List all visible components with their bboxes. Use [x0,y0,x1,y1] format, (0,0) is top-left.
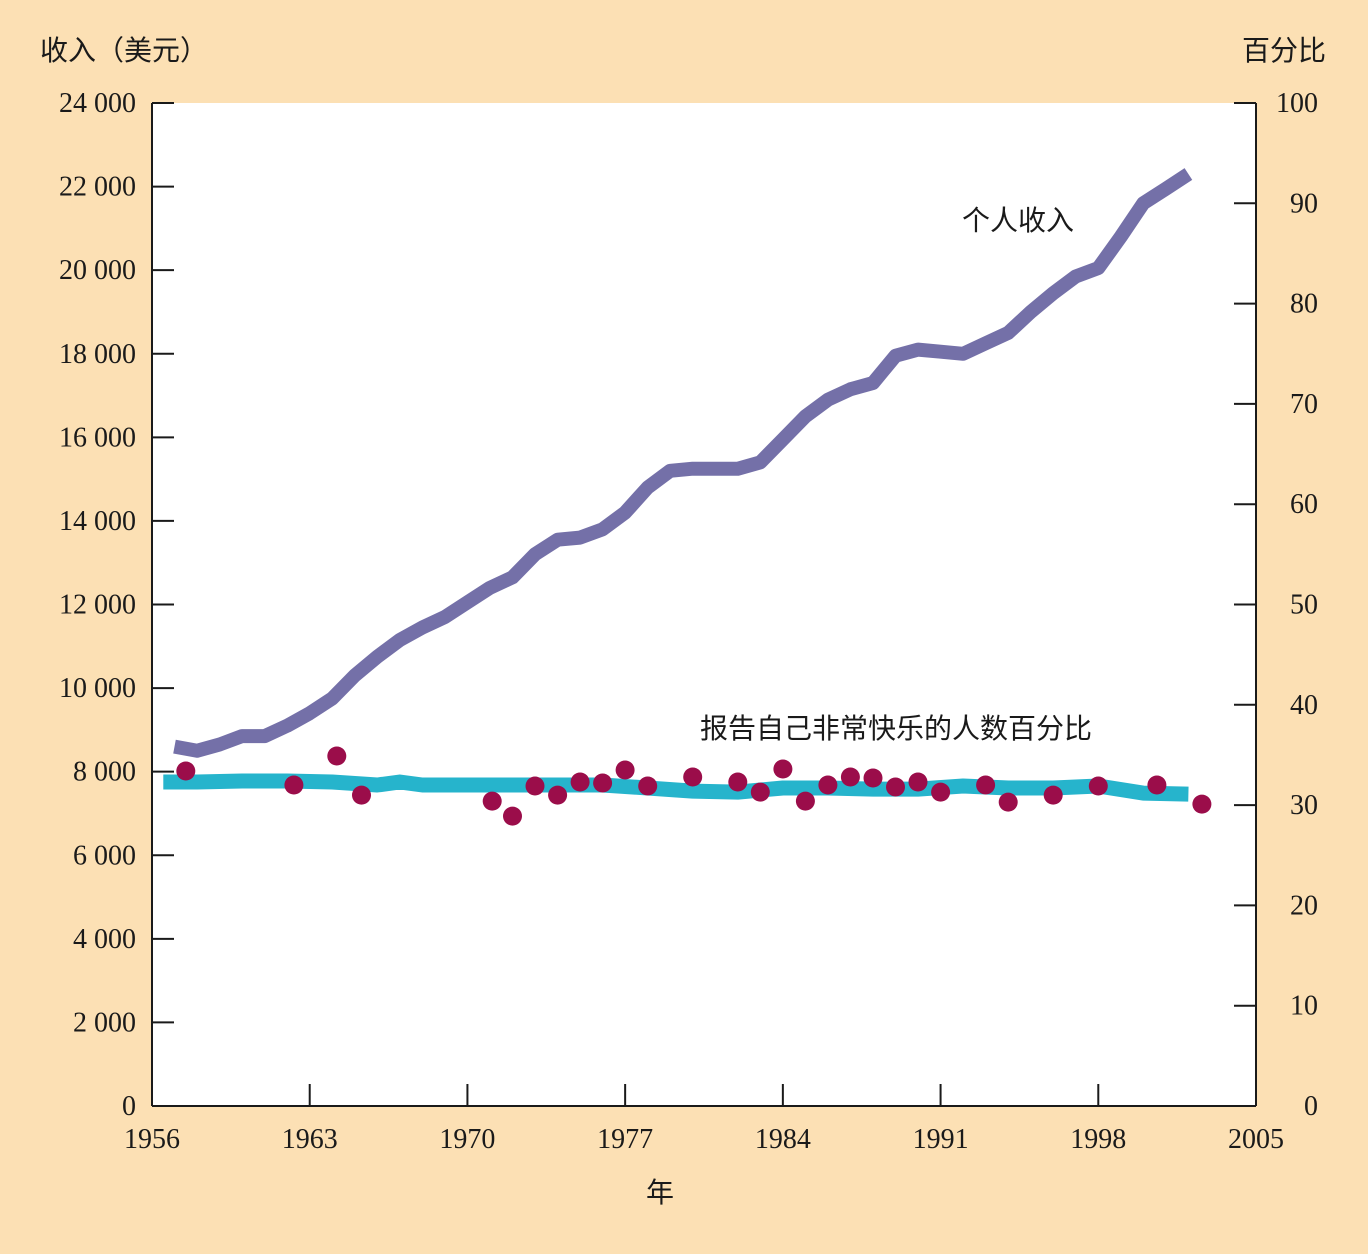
y-right-tick-label: 50 [1290,590,1318,621]
y-right-tick-label: 0 [1304,1091,1318,1122]
happiness-data-point [773,759,793,779]
happiness-data-point [1043,785,1063,805]
happiness-data-point [525,776,545,796]
happiness-data-point [1147,775,1167,795]
happiness-data-point [750,782,770,802]
y-left-axis-label: 收入（美元） [40,34,208,67]
income-line [173,168,1193,758]
x-tick-label: 1970 [439,1124,495,1155]
x-tick-label: 1977 [597,1124,653,1155]
y-left-tick-label: 14 000 [59,506,136,537]
plot-area [152,103,1256,1106]
y-left-tick-label: 0 [122,1091,136,1122]
happiness-data-point [863,768,883,788]
y-right-tick-label: 30 [1290,790,1318,821]
y-left-tick-label: 6 000 [73,840,136,871]
y-left-tick-label: 18 000 [59,339,136,370]
y-left-tick-label: 22 000 [59,172,136,203]
happiness-data-point [683,767,703,787]
happiness-data-point [548,785,568,805]
x-tick-label: 1956 [124,1124,180,1155]
happiness-data-point [976,775,996,795]
happiness-data-point [1088,776,1108,796]
happiness-data-point [327,746,347,766]
happiness-data-point [795,791,815,811]
y-left-tick-label: 2 000 [73,1007,136,1038]
y-right-tick-label: 20 [1290,890,1318,921]
happiness-data-point [931,782,951,802]
happiness-data-point [908,772,928,792]
happiness-data-point [818,775,838,795]
happiness-data-point [998,792,1018,812]
y-left-tick-label: 16 000 [59,422,136,453]
y-right-tick-label: 90 [1290,188,1318,219]
y-left-tick-label: 12 000 [59,590,136,621]
y-left-tick-label: 10 000 [59,673,136,704]
x-tick-label: 1991 [913,1124,969,1155]
y-left-tick-label: 4 000 [73,924,136,955]
x-tick-label: 1984 [755,1124,811,1155]
y-right-tick-label: 100 [1276,88,1318,119]
x-axis: 1956 1963 1970 1977 1984 1991 1998 2005 [124,1084,1284,1155]
x-axis-label: 年 [646,1176,674,1209]
y-left-tick-label: 8 000 [73,757,136,788]
y-left-tick-label: 24 000 [59,88,136,119]
happiness-data-point [886,777,905,797]
happiness-data-point [1192,794,1212,814]
happiness-data-point [176,761,196,781]
income-series-annotation: 个人收入 [962,204,1074,237]
y-right-tick-label: 60 [1290,489,1318,520]
series-layer [163,168,1212,826]
x-tick-label: 2005 [1228,1124,1284,1155]
happiness-data-point [482,791,502,811]
happiness-data-point [728,772,748,792]
y-axis-right: 0 10 20 30 40 50 60 70 80 90 100 [1234,88,1318,1122]
x-tick-label: 1998 [1070,1124,1126,1155]
y-left-tick-label: 20 000 [59,255,136,286]
happiness-data-point [615,760,635,780]
y-right-tick-label: 80 [1290,289,1318,320]
y-right-tick-label: 10 [1290,991,1318,1022]
happiness-data-point [638,776,658,796]
y-right-tick-label: 70 [1290,389,1318,420]
happiness-data-point [352,785,371,805]
happiness-data-point [593,773,613,793]
happiness-data-point [284,775,304,795]
y-axis-left: 0 2 000 4 000 6 000 8 000 10 000 12 000 14 000 1… [59,88,174,1122]
happiness-data-point [503,806,522,826]
y-right-axis-label: 百分比 [1242,34,1326,67]
y-right-tick-label: 40 [1290,690,1318,721]
x-tick-label: 1963 [282,1124,338,1155]
happiness-data-point [570,772,590,792]
happiness-data-point [840,767,860,787]
happiness-series-annotation: 报告自己非常快乐的人数百分比 [700,712,1092,745]
